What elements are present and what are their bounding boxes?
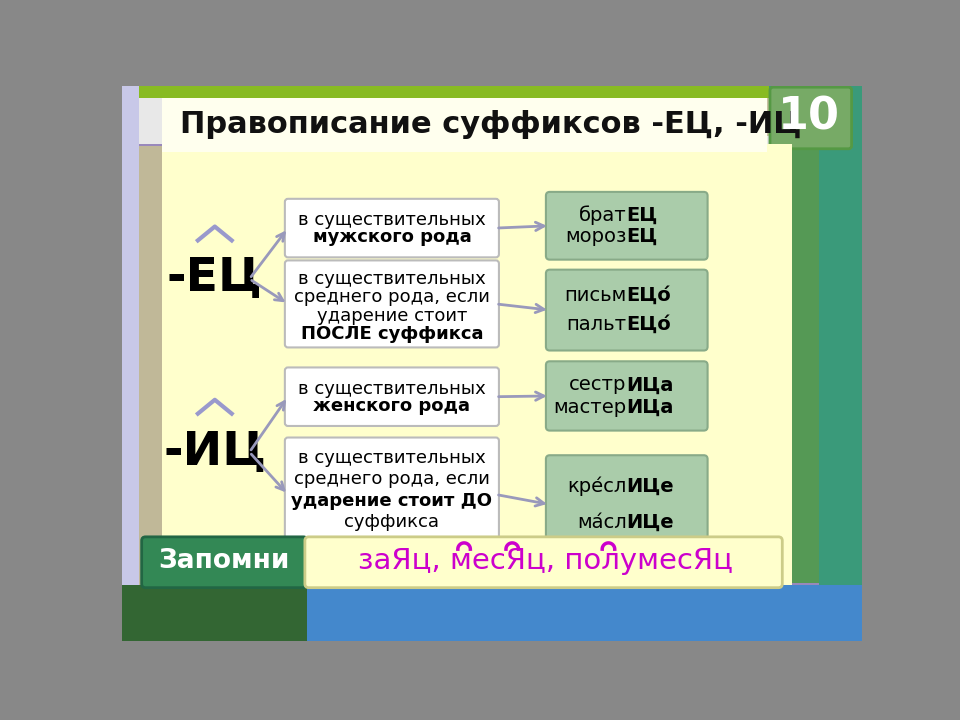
Text: в существительных: в существительных [298, 380, 486, 398]
FancyBboxPatch shape [546, 455, 708, 554]
Text: ИЦа: ИЦа [627, 397, 674, 417]
Bar [123, 86, 139, 585]
Bar [139, 146, 162, 585]
FancyBboxPatch shape [546, 361, 708, 431]
Bar [123, 585, 861, 641]
Text: ЕЦ: ЕЦ [627, 205, 658, 225]
Text: Правописание суффиксов -ЕЦ, -ИЦ: Правописание суффиксов -ЕЦ, -ИЦ [180, 109, 802, 139]
FancyBboxPatch shape [285, 199, 499, 257]
Text: кре́сл: кре́сл [567, 477, 627, 496]
Bar [123, 585, 307, 641]
FancyBboxPatch shape [285, 367, 499, 426]
FancyBboxPatch shape [142, 537, 307, 588]
Text: 10: 10 [779, 96, 840, 139]
Text: ЕЦ: ЕЦ [627, 227, 658, 246]
Bar [769, 86, 853, 148]
Text: ИЦе: ИЦе [627, 513, 674, 532]
FancyBboxPatch shape [770, 87, 852, 149]
Text: ударение стоит ДО: ударение стоит ДО [292, 492, 492, 510]
Text: ЕЦо́: ЕЦо́ [627, 286, 671, 305]
Bar [123, 86, 861, 98]
FancyBboxPatch shape [546, 270, 708, 351]
FancyBboxPatch shape [305, 537, 782, 588]
Bar [123, 98, 861, 144]
Text: в существительных: в существительных [298, 212, 486, 230]
Bar [162, 98, 767, 152]
Text: ма́сл: ма́сл [577, 513, 627, 532]
Bar [792, 144, 819, 583]
Text: Запомни: Запомни [158, 549, 290, 575]
Text: ЕЦо́: ЕЦо́ [627, 315, 671, 334]
Text: среднего рода, если: среднего рода, если [294, 470, 490, 488]
Bar [819, 86, 861, 641]
Text: брат: брат [579, 205, 627, 225]
Text: сестр: сестр [569, 375, 627, 395]
Text: ИЦа: ИЦа [627, 375, 674, 395]
Text: мастер: мастер [554, 397, 627, 417]
Text: ударение стоит: ударение стоит [317, 307, 468, 325]
Text: в существительных: в существительных [298, 270, 486, 288]
Text: -ИЦ: -ИЦ [163, 430, 266, 474]
FancyBboxPatch shape [285, 438, 499, 552]
Text: письм: письм [564, 286, 627, 305]
Text: суффикса: суффикса [345, 513, 440, 531]
FancyBboxPatch shape [546, 192, 708, 260]
Text: среднего рода, если: среднего рода, если [294, 289, 490, 307]
Text: -ЕЦ: -ЕЦ [167, 256, 263, 302]
Text: ИЦе: ИЦе [627, 477, 674, 496]
Text: ПОСЛЕ суффикса: ПОСЛЕ суффикса [300, 325, 483, 343]
Text: пальт: пальт [566, 315, 627, 334]
Text: мужского рода: мужского рода [313, 228, 471, 246]
Text: мороз: мороз [565, 227, 627, 246]
Text: женского рода: женского рода [313, 397, 470, 415]
Text: заЯц, месЯц, полумесЯц: заЯц, месЯц, полумесЯц [358, 547, 733, 575]
Bar [661, 98, 815, 137]
Text: в существительных: в существительных [298, 449, 486, 467]
Bar [162, 144, 792, 585]
FancyBboxPatch shape [285, 261, 499, 348]
